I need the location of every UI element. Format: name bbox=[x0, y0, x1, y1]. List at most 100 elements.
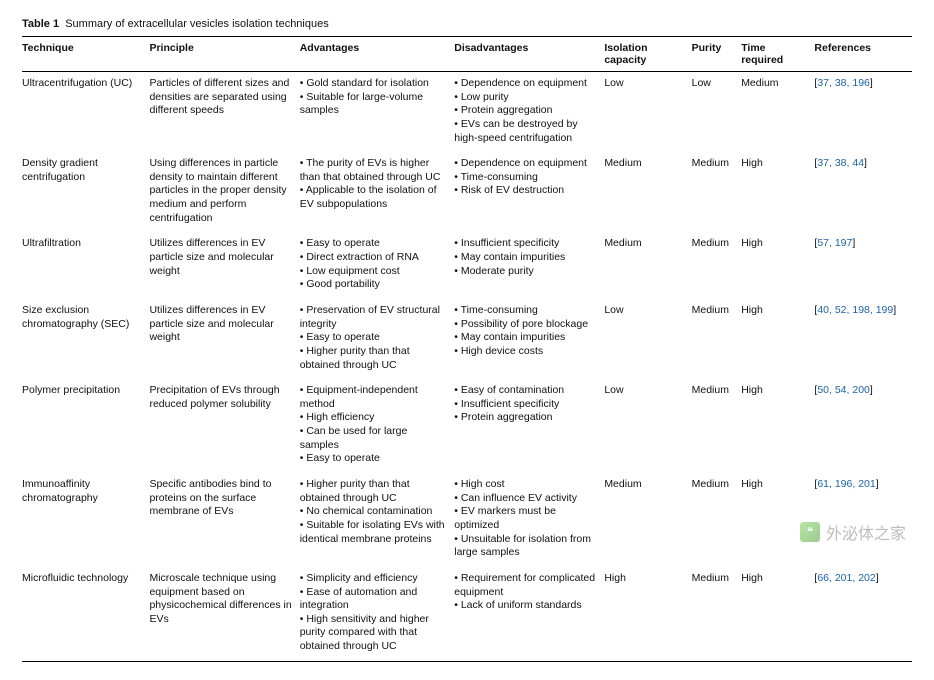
cell-disadvantages: High costCan influence EV activityEV mar… bbox=[454, 473, 604, 567]
disadvantages-list: Insufficient specificityMay contain impu… bbox=[454, 237, 598, 278]
list-item: Higher purity than that obtained through… bbox=[300, 345, 449, 372]
cell-advantages: The purity of EVs is higher than that ob… bbox=[300, 152, 455, 232]
list-item: Easy to operate bbox=[300, 237, 449, 251]
reference-links[interactable]: 40, 52, 198, 199 bbox=[817, 304, 893, 316]
table-row: Density gradient centrifugationUsing dif… bbox=[22, 152, 912, 232]
cell-purity: Medium bbox=[692, 152, 742, 232]
cell-principle: Utilizes differences in EV particle size… bbox=[149, 232, 299, 299]
cell-isolation: Low bbox=[604, 299, 691, 379]
cell-technique: Density gradient centrifugation bbox=[22, 152, 149, 232]
list-item: Protein aggregation bbox=[454, 411, 598, 425]
col-purity: Purity bbox=[692, 37, 742, 72]
cell-purity: Low bbox=[692, 72, 742, 153]
list-item: Moderate purity bbox=[454, 265, 598, 279]
cell-disadvantages: Time-consumingPossibility of pore blocka… bbox=[454, 299, 604, 379]
cell-disadvantages: Requirement for complicated equipmentLac… bbox=[454, 567, 604, 661]
cell-purity: Medium bbox=[692, 299, 742, 379]
list-item: High sensitivity and higher purity compa… bbox=[300, 613, 449, 654]
cell-references: [50, 54, 200] bbox=[814, 379, 912, 473]
cell-time: High bbox=[741, 299, 814, 379]
reference-links[interactable]: 37, 38, 196 bbox=[817, 77, 870, 89]
cell-advantages: Simplicity and efficiencyEase of automat… bbox=[300, 567, 455, 661]
cell-isolation: Medium bbox=[604, 152, 691, 232]
list-item: Time-consuming bbox=[454, 304, 598, 318]
col-time: Time required bbox=[741, 37, 814, 72]
list-item: High cost bbox=[454, 478, 598, 492]
disadvantages-list: Requirement for complicated equipmentLac… bbox=[454, 572, 598, 613]
table-caption-label: Table 1 bbox=[22, 18, 59, 30]
list-item: Low purity bbox=[454, 91, 598, 105]
col-principle: Principle bbox=[149, 37, 299, 72]
table-row: Polymer precipitationPrecipitation of EV… bbox=[22, 379, 912, 473]
list-item: High device costs bbox=[454, 345, 598, 359]
watermark-text: 外泌体之家 bbox=[826, 520, 906, 544]
cell-principle: Utilizes differences in EV particle size… bbox=[149, 299, 299, 379]
cell-purity: Medium bbox=[692, 567, 742, 661]
cell-technique: Immunoaffinity chromatography bbox=[22, 473, 149, 567]
list-item: Unsuitable for isolation from large samp… bbox=[454, 533, 598, 560]
cell-advantages: Easy to operateDirect extraction of RNAL… bbox=[300, 232, 455, 299]
table-row: Size exclusion chromatography (SEC)Utili… bbox=[22, 299, 912, 379]
list-item: Suitable for isolating EVs with identica… bbox=[300, 519, 449, 546]
cell-principle: Microscale technique using equipment bas… bbox=[149, 567, 299, 661]
table-row: UltrafiltrationUtilizes differences in E… bbox=[22, 232, 912, 299]
list-item: Risk of EV destruction bbox=[454, 184, 598, 198]
list-item: Can influence EV activity bbox=[454, 492, 598, 506]
reference-links[interactable]: 61, 196, 201 bbox=[817, 478, 875, 490]
list-item: Dependence on equipment bbox=[454, 77, 598, 91]
table-row: Ultracentrifugation (UC)Particles of dif… bbox=[22, 72, 912, 153]
cell-purity: Medium bbox=[692, 232, 742, 299]
advantages-list: Easy to operateDirect extraction of RNAL… bbox=[300, 237, 449, 292]
col-isolation: Isolation capacity bbox=[604, 37, 691, 72]
list-item: Protein aggregation bbox=[454, 104, 598, 118]
disadvantages-list: Time-consumingPossibility of pore blocka… bbox=[454, 304, 598, 359]
reference-links[interactable]: 57, 197 bbox=[817, 237, 852, 249]
list-item: Insufficient specificity bbox=[454, 398, 598, 412]
reference-links[interactable]: 50, 54, 200 bbox=[817, 384, 870, 396]
list-item: EV markers must be optimized bbox=[454, 505, 598, 532]
list-item: May contain impurities bbox=[454, 331, 598, 345]
cell-references: [37, 38, 44] bbox=[814, 152, 912, 232]
col-references: References bbox=[814, 37, 912, 72]
table-caption-text: Summary of extracellular vesicles isolat… bbox=[65, 18, 329, 30]
table-body: Ultracentrifugation (UC)Particles of dif… bbox=[22, 72, 912, 662]
list-item: Insufficient specificity bbox=[454, 237, 598, 251]
list-item: Easy to operate bbox=[300, 331, 449, 345]
cell-time: High bbox=[741, 567, 814, 661]
watermark: ❝ 外泌体之家 bbox=[800, 520, 906, 544]
list-item: The purity of EVs is higher than that ob… bbox=[300, 157, 449, 184]
list-item: Easy to operate bbox=[300, 452, 449, 466]
disadvantages-list: Dependence on equipmentLow purityProtein… bbox=[454, 77, 598, 145]
reference-links[interactable]: 66, 201, 202 bbox=[817, 572, 875, 584]
list-item: May contain impurities bbox=[454, 251, 598, 265]
advantages-list: Preservation of EV structural integrityE… bbox=[300, 304, 449, 372]
cell-advantages: Higher purity than that obtained through… bbox=[300, 473, 455, 567]
cell-disadvantages: Easy of contaminationInsufficient specif… bbox=[454, 379, 604, 473]
list-item: Ease of automation and integration bbox=[300, 586, 449, 613]
cell-references: [57, 197] bbox=[814, 232, 912, 299]
list-item: Higher purity than that obtained through… bbox=[300, 478, 449, 505]
list-item: Applicable to the isolation of EV subpop… bbox=[300, 184, 449, 211]
cell-isolation: Medium bbox=[604, 232, 691, 299]
list-item: Simplicity and efficiency bbox=[300, 572, 449, 586]
list-item: Low equipment cost bbox=[300, 265, 449, 279]
cell-isolation: Low bbox=[604, 379, 691, 473]
disadvantages-list: Easy of contaminationInsufficient specif… bbox=[454, 384, 598, 425]
cell-references: [40, 52, 198, 199] bbox=[814, 299, 912, 379]
list-item: Good portability bbox=[300, 278, 449, 292]
advantages-list: Gold standard for isolationSuitable for … bbox=[300, 77, 449, 118]
table-row: Immunoaffinity chromatographySpecific an… bbox=[22, 473, 912, 567]
cell-references: [37, 38, 196] bbox=[814, 72, 912, 153]
list-item: Possibility of pore blockage bbox=[454, 318, 598, 332]
reference-links[interactable]: 37, 38, 44 bbox=[817, 157, 864, 169]
cell-isolation: Medium bbox=[604, 473, 691, 567]
list-item: High efficiency bbox=[300, 411, 449, 425]
cell-technique: Size exclusion chromatography (SEC) bbox=[22, 299, 149, 379]
advantages-list: The purity of EVs is higher than that ob… bbox=[300, 157, 449, 212]
cell-purity: Medium bbox=[692, 473, 742, 567]
col-disadvantages: Disadvantages bbox=[454, 37, 604, 72]
cell-isolation: Low bbox=[604, 72, 691, 153]
table-caption: Table 1 Summary of extracellular vesicle… bbox=[22, 18, 912, 30]
table-header-row: Technique Principle Advantages Disadvant… bbox=[22, 37, 912, 72]
cell-principle: Particles of different sizes and densiti… bbox=[149, 72, 299, 153]
